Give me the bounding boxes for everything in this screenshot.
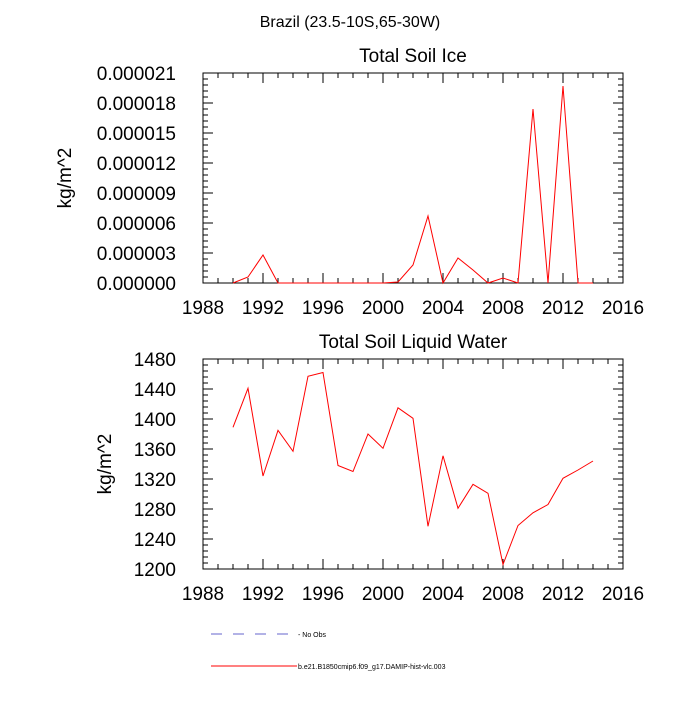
y-tick-label: 0.000009 <box>97 184 176 205</box>
y-axis-label: kg/m^2 <box>55 148 76 209</box>
series-line-1 <box>233 86 593 283</box>
x-tick-label: 2004 <box>422 298 465 319</box>
series-line-1 <box>233 373 593 565</box>
x-tick-label: 2008 <box>482 298 524 319</box>
x-tick-label: 2016 <box>602 584 644 605</box>
legend-entry-2: b.e21.B1850cmip6.f09_g17.DAMIP-hist-vlc.… <box>211 664 446 671</box>
y-tick-label: 0.000006 <box>97 214 176 235</box>
x-tick-label: 2016 <box>602 298 644 319</box>
y-tick-label: 1280 <box>134 500 176 521</box>
y-tick-label: 1440 <box>134 380 176 401</box>
y-axis-label: kg/m^2 <box>95 434 116 495</box>
y-tick-label: 1480 <box>134 350 176 371</box>
x-tick-label: 2012 <box>542 584 584 605</box>
x-tick-label: 1996 <box>302 298 344 319</box>
plot-frame <box>203 359 623 569</box>
legend-label-2: b.e21.B1850cmip6.f09_g17.DAMIP-hist-vlc.… <box>298 664 446 671</box>
x-tick-label: 1996 <box>302 584 344 605</box>
y-tick-label: 0.000021 <box>97 64 176 85</box>
chart-title: Total Soil Liquid Water <box>319 332 508 353</box>
x-tick-label: 1988 <box>182 584 224 605</box>
y-tick-label: 1400 <box>134 410 176 431</box>
chart-panels: Total Soil Ice kg/m^2 1988 1992 1996 2000 2004… <box>55 46 644 605</box>
figure-title: Brazil (23.5-10S,65-30W) <box>260 14 441 31</box>
y-tick-label: 0.000003 <box>97 244 176 265</box>
y-tick-label: 1200 <box>134 560 176 581</box>
legend-label-1: - No Obs <box>298 632 327 639</box>
legend-entry-1: - No Obs <box>211 632 327 639</box>
x-tick-label: 1992 <box>242 298 284 319</box>
chart-panel-2: Total Soil Liquid Water kg/m^2 1988 1992 199… <box>95 332 644 605</box>
y-tick-label: 1240 <box>134 530 176 551</box>
chart-title: Total Soil Ice <box>359 46 467 67</box>
x-tick-label: 2000 <box>362 298 404 319</box>
y-tick-label: 1320 <box>134 470 176 491</box>
x-tick-label: 2004 <box>422 584 465 605</box>
x-tick-label: 1992 <box>242 584 284 605</box>
y-tick-label: 1360 <box>134 440 176 461</box>
x-tick-label: 2012 <box>542 298 584 319</box>
y-tick-label: 0.000012 <box>97 154 176 175</box>
x-tick-label: 2008 <box>482 584 524 605</box>
plot-frame <box>203 73 623 283</box>
legend: - No Obs b.e21.B1850cmip6.f09_g17.DAMIP-h… <box>211 632 446 671</box>
x-tick-label: 2000 <box>362 584 404 605</box>
y-tick-label: 0.000015 <box>97 124 176 145</box>
y-tick-label: 0.000000 <box>97 274 176 295</box>
x-tick-label: 1988 <box>182 298 224 319</box>
chart-panel-1: Total Soil Ice kg/m^2 1988 1992 1996 2000 2004… <box>55 46 644 319</box>
y-tick-label: 0.000018 <box>97 94 176 115</box>
